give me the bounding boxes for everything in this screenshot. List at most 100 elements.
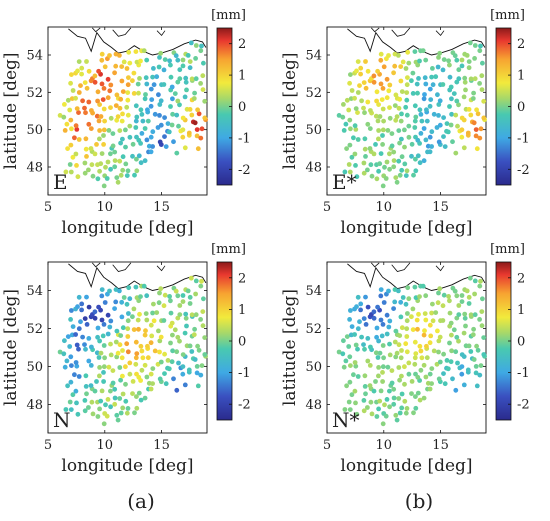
- station-point: [399, 325, 405, 331]
- station-point: [145, 118, 151, 124]
- station-point: [352, 332, 357, 337]
- station-point: [374, 98, 379, 104]
- station-point: [413, 114, 419, 120]
- station-point: [409, 379, 415, 384]
- station-point: [456, 102, 461, 108]
- station-point: [157, 139, 163, 145]
- station-point: [104, 176, 110, 181]
- y-tick-label: 50: [305, 360, 322, 375]
- y-tick-label: 54: [26, 49, 43, 64]
- station-point: [403, 66, 409, 71]
- station-point: [385, 364, 391, 370]
- station-point: [429, 144, 434, 149]
- station-point: [423, 293, 429, 299]
- station-point: [381, 64, 387, 70]
- station-point: [192, 120, 198, 126]
- station-point: [98, 350, 104, 356]
- station-point: [447, 298, 452, 304]
- station-point: [387, 82, 393, 88]
- station-point: [435, 92, 440, 98]
- station-point: [192, 90, 198, 96]
- station-point: [101, 127, 107, 133]
- station-point: [394, 179, 400, 185]
- station-point: [134, 114, 140, 120]
- station-point: [86, 121, 92, 127]
- station-point: [397, 172, 403, 178]
- station-point: [375, 118, 381, 124]
- station-point: [101, 421, 107, 427]
- station-point: [405, 285, 411, 291]
- station-point: [448, 122, 454, 128]
- station-point: [448, 359, 454, 365]
- y-tick-label: 50: [26, 360, 43, 375]
- station-point: [162, 292, 168, 298]
- station-point: [341, 127, 347, 133]
- station-point: [362, 146, 368, 152]
- station-point: [424, 107, 429, 113]
- station-point: [150, 381, 156, 386]
- station-point: [184, 87, 189, 93]
- station-point: [422, 75, 428, 81]
- station-point: [130, 314, 135, 320]
- station-point: [57, 349, 63, 355]
- station-point: [449, 332, 454, 338]
- station-point: [409, 391, 414, 396]
- station-point: [124, 301, 130, 307]
- station-point: [99, 151, 105, 157]
- station-point: [377, 350, 383, 356]
- station-point: [180, 57, 186, 63]
- station-point: [466, 294, 472, 300]
- station-point: [144, 293, 150, 299]
- station-point: [353, 126, 359, 132]
- plot-area: [326, 261, 487, 434]
- station-point: [82, 342, 87, 347]
- station-point: [427, 86, 433, 92]
- station-point: [199, 278, 204, 284]
- station-point: [462, 315, 468, 321]
- station-point: [429, 366, 435, 371]
- station-point: [456, 303, 462, 308]
- station-point: [453, 387, 459, 393]
- station-point: [415, 326, 420, 332]
- station-point: [440, 303, 446, 309]
- station-point: [86, 405, 91, 410]
- station-point: [374, 414, 380, 419]
- station-point: [481, 98, 487, 104]
- station-point: [76, 326, 82, 332]
- station-point: [180, 115, 186, 121]
- station-point: [70, 88, 76, 93]
- station-point: [353, 163, 358, 168]
- station-point: [149, 333, 155, 339]
- station-point: [161, 318, 167, 323]
- station-point: [422, 311, 428, 316]
- station-point: [396, 396, 402, 401]
- station-point: [165, 121, 171, 126]
- station-point: [120, 154, 126, 160]
- station-point: [120, 325, 126, 331]
- station-point: [80, 334, 85, 340]
- station-point: [198, 48, 204, 54]
- station-point: [468, 312, 474, 318]
- station-point: [67, 399, 73, 405]
- station-point: [142, 158, 148, 164]
- station-point: [68, 169, 74, 175]
- station-point: [417, 343, 423, 349]
- station-point: [72, 135, 77, 141]
- station-point: [459, 352, 465, 357]
- station-point: [472, 291, 477, 297]
- station-point: [399, 111, 404, 117]
- station-point: [415, 374, 421, 380]
- station-point: [137, 311, 142, 317]
- station-point: [150, 74, 156, 80]
- station-point: [101, 106, 107, 112]
- station-point: [139, 348, 145, 354]
- station-point: [361, 408, 367, 414]
- island-outline: [370, 262, 380, 268]
- colorbar-tick-label: 2: [238, 271, 246, 286]
- station-point: [371, 151, 377, 157]
- station-point: [354, 68, 359, 74]
- station-point: [200, 87, 206, 92]
- station-point: [481, 115, 487, 121]
- station-point: [148, 103, 154, 109]
